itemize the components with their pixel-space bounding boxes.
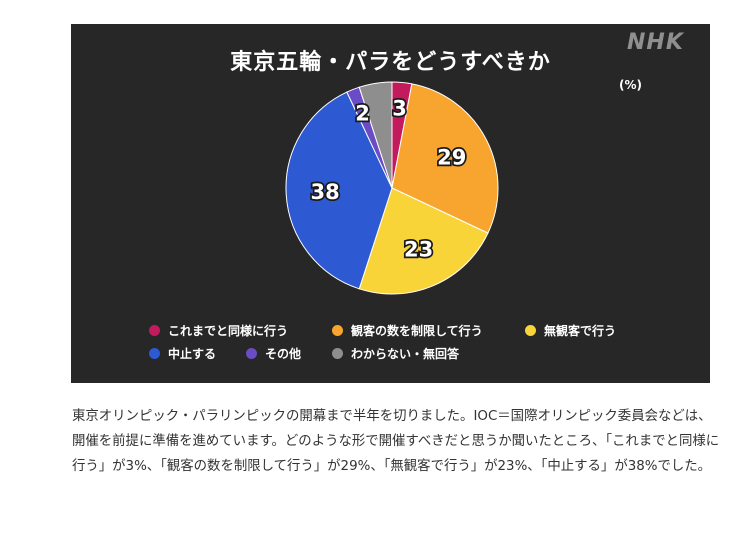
- pie-slice-2: [358, 187, 489, 295]
- pie-value-label-0: 3: [392, 96, 407, 120]
- pie-slice-5: [358, 81, 393, 189]
- article-caption: 東京オリンピック・パラリンピックの開幕まで半年を切りました。IOC＝国際オリンピ…: [72, 409, 720, 474]
- chart-panel: 東京五輪・パラをどうすべきか NHK (%) 3 29 23 38 2 これまでと同様に…: [71, 24, 710, 383]
- legend-item-1: 観客の数を制限して行う: [332, 322, 483, 339]
- unit-label: (%): [619, 78, 642, 92]
- legend-label: その他: [265, 347, 302, 361]
- legend-swatch: [246, 348, 257, 359]
- legend-swatch: [149, 325, 160, 336]
- legend-label: 中止する: [168, 347, 217, 361]
- legend-label: 無観客で行う: [544, 324, 617, 338]
- pie-value-label-1: 29: [437, 146, 466, 170]
- legend-label: これまでと同様に行う: [168, 324, 289, 338]
- legend-swatch: [332, 348, 343, 359]
- legend-item-4: その他: [246, 345, 301, 362]
- pie-slice-1: [391, 83, 499, 234]
- legend-item-3: 中止する: [149, 345, 216, 362]
- legend-label: わからない・無回答: [351, 347, 460, 361]
- legend-swatch: [525, 325, 536, 336]
- legend-item-0: これまでと同様に行う: [149, 322, 288, 339]
- pie-chart: 3 29 23 38 2: [285, 81, 499, 295]
- legend-label: 観客の数を制限して行う: [351, 324, 483, 338]
- legend-swatch: [332, 325, 343, 336]
- nhk-logo: NHK: [627, 30, 684, 55]
- pie-value-label-4: 2: [355, 102, 370, 126]
- legend-item-5: わからない・無回答: [332, 345, 459, 362]
- legend-item-2: 無観客で行う: [525, 322, 616, 339]
- legend-swatch: [149, 348, 160, 359]
- pie-value-label-3: 38: [310, 180, 339, 204]
- pie-slice-3: [285, 91, 393, 290]
- pie-value-label-2: 23: [404, 238, 433, 262]
- chart-title: 東京五輪・パラをどうすべきか: [230, 50, 551, 75]
